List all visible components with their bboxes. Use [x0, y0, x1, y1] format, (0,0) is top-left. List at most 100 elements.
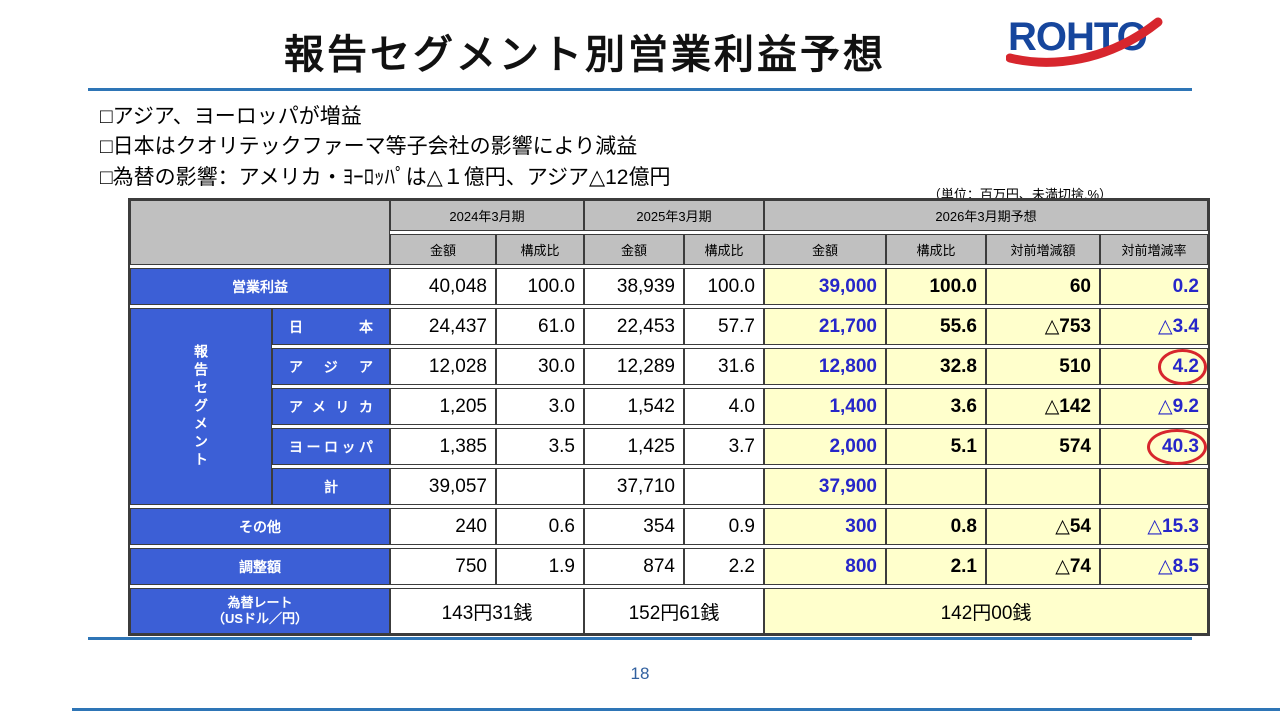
value-cell: 32.8: [886, 348, 986, 385]
value-cell: 0.8: [886, 508, 986, 545]
page-number: 18: [630, 664, 650, 683]
value-cell: 2,000: [764, 428, 886, 465]
rohto-logo-graphic: ROHTO: [1005, 15, 1163, 67]
value-cell: 1,542: [584, 388, 684, 425]
page-title: 報告セグメント別営業利益予想: [284, 33, 886, 77]
table-row-other: その他 240 0.6 354 0.9 300 0.8 △54 △15.3: [130, 508, 1208, 545]
value-cell: △9.2: [1100, 388, 1208, 425]
value-cell: [986, 468, 1100, 505]
value-cell: 1,385: [390, 428, 496, 465]
value-cell: 1,205: [390, 388, 496, 425]
col-header-fy2024: 2024年3月期: [390, 200, 584, 231]
value-cell: 354: [584, 508, 684, 545]
table-row-japan: 報告セグメント 日本 24,437 61.0 22,453 57.7 21,70…: [130, 308, 1208, 505]
exchange-rate-label-line1: 為替レート: [227, 594, 293, 610]
value-cell: 100.0: [496, 268, 584, 305]
row-label-america: アメリカ: [272, 388, 390, 425]
table-row-asia: アジア 12,028 30.0 12,289 31.6 12,800 32.8 …: [130, 348, 1208, 385]
value-cell: [496, 468, 584, 505]
value-cell: [684, 468, 764, 505]
value-cell-highlighted: 40.3: [1100, 428, 1208, 465]
value-cell: 37,900: [764, 468, 886, 505]
table-row-america: アメリカ 1,205 3.0 1,542 4.0 1,400 3.6 △142 …: [130, 388, 1208, 425]
value-cell: △8.5: [1100, 548, 1208, 585]
value-cell: 60: [986, 268, 1100, 305]
footer-edge-divider: [72, 708, 1280, 711]
sub-header-amount: 金額: [764, 234, 886, 265]
rohto-swoosh-icon: [1005, 17, 1163, 67]
table-row-adjustment: 調整額 750 1.9 874 2.2 800 2.1 △74 △8.5: [130, 548, 1208, 585]
segment-group-label: 報告セグメント: [130, 308, 272, 505]
sub-header-rate: 対前増減率: [1100, 234, 1208, 265]
red-circle-annotation: 4.2: [1157, 348, 1208, 385]
value-cell-highlighted: 4.2: [1100, 348, 1208, 385]
table-row-sub-header: 金額 構成比 金額 構成比 金額 構成比 対前増減額 対前増減率: [130, 234, 1208, 265]
bullet-item: □為替の影響：アメリカ・ﾖｰﾛｯﾊﾟは△１億円、アジア△12億円: [100, 165, 671, 189]
value-cell: 0.6: [496, 508, 584, 545]
sub-header-ratio: 構成比: [684, 234, 764, 265]
value-cell: 31.6: [684, 348, 764, 385]
value-cell: 300: [764, 508, 886, 545]
value-cell: [1100, 468, 1208, 505]
value-cell: 3.5: [496, 428, 584, 465]
value-cell: 143円31銭: [390, 588, 584, 634]
value-cell: 1,425: [584, 428, 684, 465]
value-cell: △3.4: [1100, 308, 1208, 345]
segment-profit-table: 2024年3月期 2025年3月期 2026年3月期予想 金額 構成比 金額 構…: [128, 198, 1210, 636]
rohto-logo-text: ROHTO: [1008, 15, 1147, 59]
value-cell: 38,939: [584, 268, 684, 305]
sub-header-diff: 対前増減額: [986, 234, 1100, 265]
value-cell: [886, 468, 986, 505]
row-label-operating-profit: 営業利益: [130, 268, 390, 305]
sub-header-amount: 金額: [584, 234, 684, 265]
value-cell: 12,028: [390, 348, 496, 385]
value-cell: △74: [986, 548, 1100, 585]
corner-cell: [130, 200, 390, 265]
row-label-other: その他: [130, 508, 390, 545]
value-cell: 100.0: [886, 268, 986, 305]
value-cell: 3.6: [886, 388, 986, 425]
value-cell: 39,057: [390, 468, 496, 505]
value-cell: 100.0: [684, 268, 764, 305]
value-cell: 37,710: [584, 468, 684, 505]
exchange-rate-label-line2: （USドル／円）: [211, 611, 309, 626]
value-cell: 3.0: [496, 388, 584, 425]
value-cell: 800: [764, 548, 886, 585]
value-cell: 30.0: [496, 348, 584, 385]
value-cell: 55.6: [886, 308, 986, 345]
value-cell: 24,437: [390, 308, 496, 345]
value-cell: 39,000: [764, 268, 886, 305]
red-circle-annotation: 40.3: [1147, 428, 1207, 465]
value-cell: 3.7: [684, 428, 764, 465]
value-cell: 61.0: [496, 308, 584, 345]
row-label-europe: ヨーロッパ: [272, 428, 390, 465]
col-header-fy2025: 2025年3月期: [584, 200, 764, 231]
value-cell: 12,289: [584, 348, 684, 385]
table-row-segment-total: 計 39,057 37,710 37,900: [130, 468, 1208, 505]
value-cell: 0.9: [684, 508, 764, 545]
value-cell: 40,048: [390, 268, 496, 305]
bullet-item: □日本はクオリテックファーマ等子会社の影響により減益: [100, 135, 638, 159]
bullet-list: □アジア、ヨーロッパが増益 □日本はクオリテックファーマ等子会社の影響により減益…: [100, 102, 670, 193]
rohto-logo: ROHTO: [1005, 10, 1168, 70]
value-cell: 2.1: [886, 548, 986, 585]
value-cell: 1.9: [496, 548, 584, 585]
value-cell: 874: [584, 548, 684, 585]
table-row-operating-profit: 営業利益 40,048 100.0 38,939 100.0 39,000 10…: [130, 268, 1208, 305]
table-row-exchange-rate: 為替レート （USドル／円） 143円31銭 152円61銭 142円00銭: [130, 588, 1208, 634]
bullet-item: □アジア、ヨーロッパが増益: [100, 105, 362, 128]
value-cell: 5.1: [886, 428, 986, 465]
table: 2024年3月期 2025年3月期 2026年3月期予想 金額 構成比 金額 構…: [130, 200, 1208, 634]
value-cell: 2.2: [684, 548, 764, 585]
value-cell: 21,700: [764, 308, 886, 345]
value-cell: △54: [986, 508, 1100, 545]
value-cell: 142円00銭: [764, 588, 1208, 634]
sub-header-ratio: 構成比: [886, 234, 986, 265]
value-cell: 22,453: [584, 308, 684, 345]
value-cell: 12,800: [764, 348, 886, 385]
value-cell: △15.3: [1100, 508, 1208, 545]
row-label-japan: 日本: [272, 308, 390, 345]
row-label-adjustment: 調整額: [130, 548, 390, 585]
value-cell: 750: [390, 548, 496, 585]
